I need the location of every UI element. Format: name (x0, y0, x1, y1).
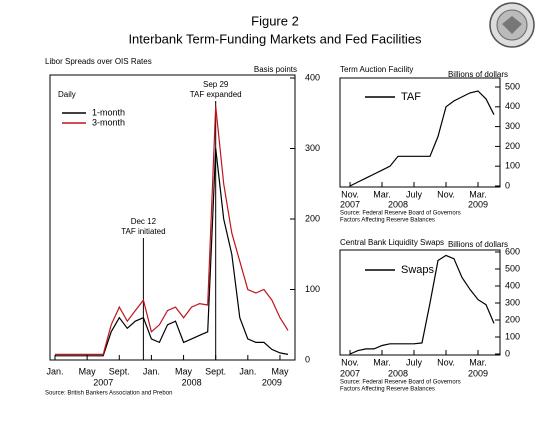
source-note: Source: British Bankers Association and … (45, 391, 172, 397)
annotation-text: Sep 29 (203, 80, 229, 89)
y-tick-label: 0 (505, 348, 510, 358)
x-tick-label: Jan. (239, 366, 256, 376)
source-note: Source: Federal Reserve Board of Governo… (340, 380, 461, 386)
y-tick-label: 100 (505, 331, 520, 341)
series-line (349, 90, 495, 187)
year-label: 2009 (468, 199, 488, 209)
legend-label: TAF (401, 91, 421, 103)
series-line (55, 106, 289, 355)
source-note: Source: Federal Reserve Board of Governo… (340, 211, 461, 217)
y-tick-label: 500 (505, 81, 520, 91)
year-label: 2007 (340, 368, 360, 378)
year-label: 2008 (388, 199, 408, 209)
y-tick-label: 0 (505, 180, 510, 190)
x-tick-label: Mar. (469, 189, 487, 199)
x-tick-label: July (406, 357, 423, 367)
axis-label: Billions of dollars (448, 70, 508, 79)
y-tick-label: 200 (305, 213, 320, 223)
y-tick-label: 500 (505, 263, 520, 273)
series-line (349, 254, 495, 355)
x-tick-label: Mar. (373, 189, 391, 199)
subtitle: Daily (58, 90, 76, 99)
x-tick-label: Nov. (341, 189, 359, 199)
year-label: 2009 (262, 377, 282, 387)
y-tick-label: 400 (505, 280, 520, 290)
x-tick-label: May (175, 366, 193, 376)
axis-label: Basis points (254, 65, 297, 74)
year-label: 2008 (182, 377, 202, 387)
x-tick-label: Mar. (373, 357, 391, 367)
y-tick-label: 400 (505, 101, 520, 111)
x-tick-label: May (79, 366, 97, 376)
plot-frame (49, 74, 296, 361)
y-tick-label: 200 (505, 141, 520, 151)
fed-seal (489, 2, 535, 48)
annotation-text: TAF expanded (190, 90, 242, 99)
y-tick-label: 200 (505, 314, 520, 324)
source-note: Factors Affecting Reserve Balances (340, 218, 435, 224)
x-tick-label: May (271, 366, 289, 376)
x-tick-label: Jan. (46, 366, 63, 376)
x-tick-label: Jan. (143, 366, 160, 376)
series-line (55, 148, 289, 357)
x-tick-label: Sept. (109, 366, 130, 376)
plot-frame (339, 77, 501, 188)
x-tick-label: Nov. (437, 357, 455, 367)
year-label: 2009 (468, 368, 488, 378)
x-tick-label: Nov. (437, 189, 455, 199)
figure-title: Interbank Term-Funding Markets and Fed F… (128, 31, 422, 46)
axis-label: Billions of dollars (448, 240, 508, 249)
y-tick-label: 300 (505, 297, 520, 307)
source-note: Factors Affecting Reserve Balances (340, 387, 435, 393)
annotation-text: Dec 12 (131, 217, 157, 226)
legend-label: 3-month (92, 117, 125, 127)
y-tick-label: 100 (305, 284, 320, 294)
chart-title: Term Auction Facility (340, 65, 413, 74)
y-tick-label: 600 (505, 246, 520, 256)
legend-label: Swaps (401, 264, 435, 276)
figure-number: Figure 2 (251, 13, 299, 28)
y-tick-label: 300 (505, 121, 520, 131)
y-tick-label: 300 (305, 143, 320, 153)
annotation-text: TAF initiated (121, 227, 165, 236)
year-label: 2008 (388, 368, 408, 378)
year-label: 2007 (93, 377, 113, 387)
x-tick-label: July (406, 189, 423, 199)
x-tick-label: Nov. (341, 357, 359, 367)
year-label: 2007 (340, 199, 360, 209)
x-tick-label: Mar. (469, 357, 487, 367)
y-tick-label: 0 (305, 354, 310, 364)
legend-label: 1-month (92, 107, 125, 117)
y-tick-label: 100 (505, 161, 520, 171)
chart-title: Central Bank Liquidity Swaps (340, 238, 444, 247)
chart-title: Libor Spreads over OIS Rates (45, 57, 152, 66)
x-tick-label: Sept. (205, 366, 226, 376)
y-tick-label: 400 (305, 72, 320, 82)
